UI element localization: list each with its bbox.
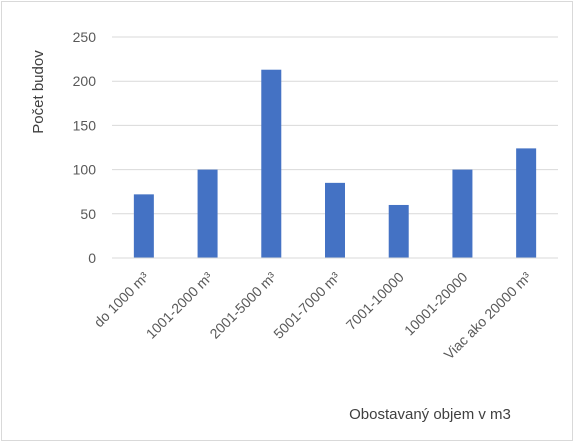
y-axis-ticks: 0 50 100 150 200 250 bbox=[73, 29, 97, 266]
bar bbox=[452, 169, 473, 258]
bar bbox=[133, 194, 154, 258]
x-axis-title: Obostavaný objem v m3 bbox=[349, 406, 511, 423]
bar bbox=[261, 69, 282, 258]
x-tick-label: do 1000 m³ bbox=[91, 269, 153, 331]
y-tick-label: 150 bbox=[73, 117, 97, 133]
x-tick-label: 2001-5000 m³ bbox=[206, 269, 279, 342]
x-tick-label: 10001-20000 bbox=[401, 269, 471, 339]
y-tick-label: 250 bbox=[73, 29, 97, 45]
bar bbox=[388, 204, 409, 258]
y-tick-label: 100 bbox=[73, 162, 97, 178]
y-tick-label: 200 bbox=[73, 73, 97, 89]
x-tick-label: 5001-7000 m³ bbox=[270, 269, 343, 342]
bars bbox=[133, 69, 537, 258]
y-axis-title: Počet budov bbox=[30, 50, 47, 134]
y-tick-label: 50 bbox=[80, 206, 96, 222]
x-tick-label: 7001-10000 bbox=[343, 269, 407, 333]
y-tick-label: 0 bbox=[88, 250, 96, 266]
bar bbox=[197, 169, 218, 258]
gridlines bbox=[112, 36, 558, 215]
bar bbox=[516, 148, 537, 258]
x-tick-label: 1001-2000 m³ bbox=[143, 269, 216, 342]
bar bbox=[325, 182, 345, 258]
